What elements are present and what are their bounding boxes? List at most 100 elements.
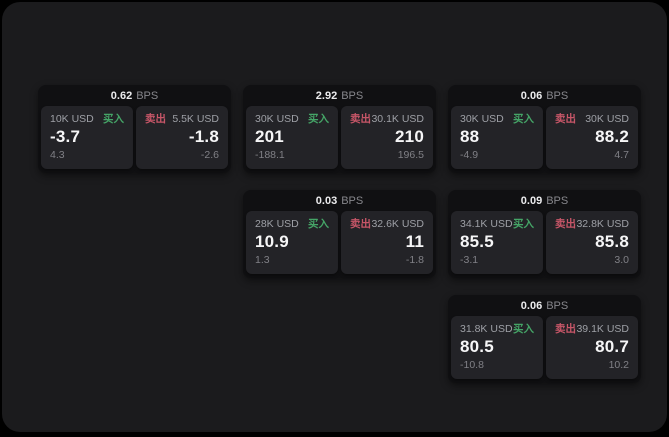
sell-tile[interactable]: 卖出 30.1K USD 210 196.5 xyxy=(341,106,433,169)
buy-price: 85.5 xyxy=(460,232,494,251)
bps-unit-label: BPS xyxy=(341,195,364,207)
buy-size-label: 28K USD xyxy=(255,218,299,230)
buy-side-tag: 买入 xyxy=(513,218,534,230)
buy-tile[interactable]: 10K USD 买入 -3.7 4.3 xyxy=(41,106,133,169)
buy-tile-top: 30K USD 买入 xyxy=(255,113,329,125)
sell-tile-top: 卖出 5.5K USD xyxy=(145,113,219,125)
buy-size-label: 30K USD xyxy=(460,113,504,125)
sell-size-label: 32.6K USD xyxy=(371,218,424,230)
sell-tile-top: 卖出 32.8K USD xyxy=(555,218,629,230)
sell-price: 88.2 xyxy=(595,127,629,146)
spread-header: 0.06 BPS xyxy=(451,87,638,106)
spread-bps-value: 0.09 xyxy=(520,195,543,207)
sell-side-tag: 卖出 xyxy=(555,218,576,230)
buy-side-tag: 买入 xyxy=(308,113,329,125)
buy-delta: -10.8 xyxy=(460,359,484,371)
buy-delta: -3.1 xyxy=(460,254,479,266)
buy-price: 201 xyxy=(255,127,284,146)
quote-card-body: 28K USD 买入 10.9 1.3 卖出 32.6K USD 11 -1.8 xyxy=(246,211,433,274)
sell-size-label: 30K USD xyxy=(585,113,629,125)
sell-tile[interactable]: 卖出 32.6K USD 11 -1.8 xyxy=(341,211,433,274)
spread-header: 0.09 BPS xyxy=(451,192,638,211)
quote-card: 0.03 BPS 28K USD 买入 10.9 1.3 卖出 32.6K US… xyxy=(243,190,436,278)
buy-side-tag: 买入 xyxy=(513,113,534,125)
buy-side-tag: 买入 xyxy=(513,323,534,335)
sell-tile-top: 卖出 39.1K USD xyxy=(555,323,629,335)
sell-delta: 3.0 xyxy=(614,254,629,266)
quote-card-body: 31.8K USD 买入 80.5 -10.8 卖出 39.1K USD 80.… xyxy=(451,316,638,379)
quote-card-body: 10K USD 买入 -3.7 4.3 卖出 5.5K USD -1.8 -2.… xyxy=(41,106,228,169)
buy-tile[interactable]: 30K USD 买入 88 -4.9 xyxy=(451,106,543,169)
spread-header: 0.06 BPS xyxy=(451,297,638,316)
buy-tile-top: 28K USD 买入 xyxy=(255,218,329,230)
sell-side-tag: 卖出 xyxy=(555,323,576,335)
sell-tile[interactable]: 卖出 39.1K USD 80.7 10.2 xyxy=(546,316,638,379)
buy-size-label: 34.1K USD xyxy=(460,218,513,230)
quote-card-body: 34.1K USD 买入 85.5 -3.1 卖出 32.8K USD 85.8… xyxy=(451,211,638,274)
bps-unit-label: BPS xyxy=(546,300,569,312)
buy-tile-top: 10K USD 买入 xyxy=(50,113,124,125)
sell-size-label: 30.1K USD xyxy=(371,113,424,125)
buy-size-label: 31.8K USD xyxy=(460,323,513,335)
sell-tile-top: 卖出 32.6K USD xyxy=(350,218,424,230)
spread-bps-value: 2.92 xyxy=(315,90,338,102)
sell-tile[interactable]: 卖出 5.5K USD -1.8 -2.6 xyxy=(136,106,228,169)
buy-tile-top: 34.1K USD 买入 xyxy=(460,218,534,230)
quote-cards-grid: 0.62 BPS 10K USD 买入 -3.7 4.3 卖出 5.5K USD… xyxy=(2,2,667,432)
quote-card: 0.62 BPS 10K USD 买入 -3.7 4.3 卖出 5.5K USD… xyxy=(38,85,231,173)
buy-price: 88 xyxy=(460,127,480,146)
spread-header: 0.62 BPS xyxy=(41,87,228,106)
sell-tile-top: 卖出 30K USD xyxy=(555,113,629,125)
quote-card-body: 30K USD 买入 88 -4.9 卖出 30K USD 88.2 4.7 xyxy=(451,106,638,169)
quote-card: 0.09 BPS 34.1K USD 买入 85.5 -3.1 卖出 32.8K… xyxy=(448,190,641,278)
sell-tile[interactable]: 卖出 30K USD 88.2 4.7 xyxy=(546,106,638,169)
sell-side-tag: 卖出 xyxy=(555,113,576,125)
buy-delta: -4.9 xyxy=(460,149,479,161)
sell-side-tag: 卖出 xyxy=(350,218,371,230)
sell-delta: -2.6 xyxy=(200,149,219,161)
spread-header: 2.92 BPS xyxy=(246,87,433,106)
sell-delta: 4.7 xyxy=(614,149,629,161)
spread-header: 0.03 BPS xyxy=(246,192,433,211)
buy-tile[interactable]: 30K USD 买入 201 -188.1 xyxy=(246,106,338,169)
sell-price: 85.8 xyxy=(595,232,629,251)
sell-delta: 196.5 xyxy=(397,149,424,161)
buy-price: 80.5 xyxy=(460,337,494,356)
buy-side-tag: 买入 xyxy=(308,218,329,230)
buy-price: -3.7 xyxy=(50,127,81,146)
buy-size-label: 30K USD xyxy=(255,113,299,125)
sell-side-tag: 卖出 xyxy=(145,113,166,125)
spread-bps-value: 0.03 xyxy=(315,195,338,207)
buy-tile-top: 30K USD 买入 xyxy=(460,113,534,125)
sell-side-tag: 卖出 xyxy=(350,113,371,125)
spread-bps-value: 0.06 xyxy=(520,90,543,102)
sell-size-label: 32.8K USD xyxy=(576,218,629,230)
buy-price: 10.9 xyxy=(255,232,289,251)
buy-size-label: 10K USD xyxy=(50,113,94,125)
buy-tile[interactable]: 34.1K USD 买入 85.5 -3.1 xyxy=(451,211,543,274)
quote-card-body: 30K USD 买入 201 -188.1 卖出 30.1K USD 210 1… xyxy=(246,106,433,169)
bps-unit-label: BPS xyxy=(546,195,569,207)
sell-delta: 10.2 xyxy=(608,359,629,371)
quotes-panel: 0.62 BPS 10K USD 买入 -3.7 4.3 卖出 5.5K USD… xyxy=(2,2,667,432)
quote-card: 0.06 BPS 30K USD 买入 88 -4.9 卖出 30K USD 8… xyxy=(448,85,641,173)
sell-price: 80.7 xyxy=(595,337,629,356)
buy-tile-top: 31.8K USD 买入 xyxy=(460,323,534,335)
bps-unit-label: BPS xyxy=(136,90,159,102)
spread-bps-value: 0.62 xyxy=(110,90,133,102)
sell-size-label: 39.1K USD xyxy=(576,323,629,335)
buy-delta: -188.1 xyxy=(255,149,285,161)
sell-price: 210 xyxy=(395,127,424,146)
quote-card: 2.92 BPS 30K USD 买入 201 -188.1 卖出 30.1K … xyxy=(243,85,436,173)
sell-tile[interactable]: 卖出 32.8K USD 85.8 3.0 xyxy=(546,211,638,274)
buy-tile[interactable]: 31.8K USD 买入 80.5 -10.8 xyxy=(451,316,543,379)
bps-unit-label: BPS xyxy=(341,90,364,102)
sell-price: -1.8 xyxy=(188,127,219,146)
buy-side-tag: 买入 xyxy=(103,113,124,125)
quote-card: 0.06 BPS 31.8K USD 买入 80.5 -10.8 卖出 39.1… xyxy=(448,295,641,383)
buy-tile[interactable]: 28K USD 买入 10.9 1.3 xyxy=(246,211,338,274)
bps-unit-label: BPS xyxy=(546,90,569,102)
sell-size-label: 5.5K USD xyxy=(172,113,219,125)
sell-tile-top: 卖出 30.1K USD xyxy=(350,113,424,125)
